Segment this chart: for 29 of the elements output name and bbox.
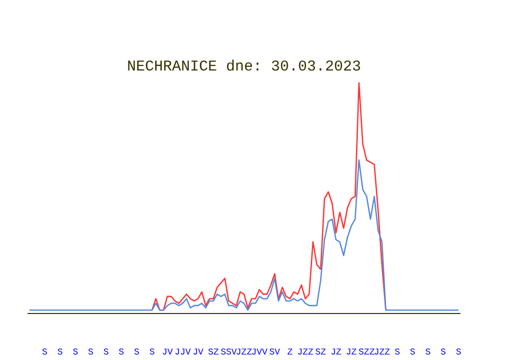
x-tick-label: SZ bbox=[315, 348, 327, 358]
x-tick-label: JZZ bbox=[236, 348, 253, 358]
x-tick-label: S bbox=[394, 348, 400, 358]
x-tick-label: JZZ bbox=[297, 348, 314, 358]
x-tick-label: S bbox=[149, 348, 155, 358]
x-tick-label: S bbox=[88, 348, 94, 358]
x-tick-label: JV bbox=[162, 348, 174, 358]
x-tick-label: JV bbox=[192, 348, 204, 358]
x-tick-label: S bbox=[425, 348, 431, 358]
x-tick-label: S bbox=[72, 348, 78, 358]
x-tick-label: S bbox=[456, 348, 462, 358]
x-tick-label: S bbox=[118, 348, 124, 358]
x-tick-label: S bbox=[440, 348, 446, 358]
x-tick-label: S bbox=[57, 348, 63, 358]
x-tick-label: JZ bbox=[330, 348, 342, 358]
x-tick-label: S bbox=[42, 348, 48, 358]
x-tick-label: JVV bbox=[251, 348, 268, 358]
x-tick-label: JJV bbox=[174, 348, 192, 358]
x-tick-label: SZ bbox=[208, 348, 220, 358]
x-tick-label: S bbox=[103, 348, 109, 358]
x-tick-label: SZZ bbox=[358, 348, 376, 358]
x-tick-label: S bbox=[410, 348, 416, 358]
x-tick-label: Z bbox=[287, 348, 294, 358]
x-tick-label: JZZ bbox=[374, 348, 391, 358]
x-tick-label: SV bbox=[269, 348, 281, 358]
chart-title: NECHRANICE dne: 30.03.2023 bbox=[126, 58, 362, 76]
x-tick-label: JZ bbox=[346, 348, 358, 358]
x-tick-label: SSV bbox=[220, 348, 238, 358]
x-tick-label: S bbox=[134, 348, 140, 358]
